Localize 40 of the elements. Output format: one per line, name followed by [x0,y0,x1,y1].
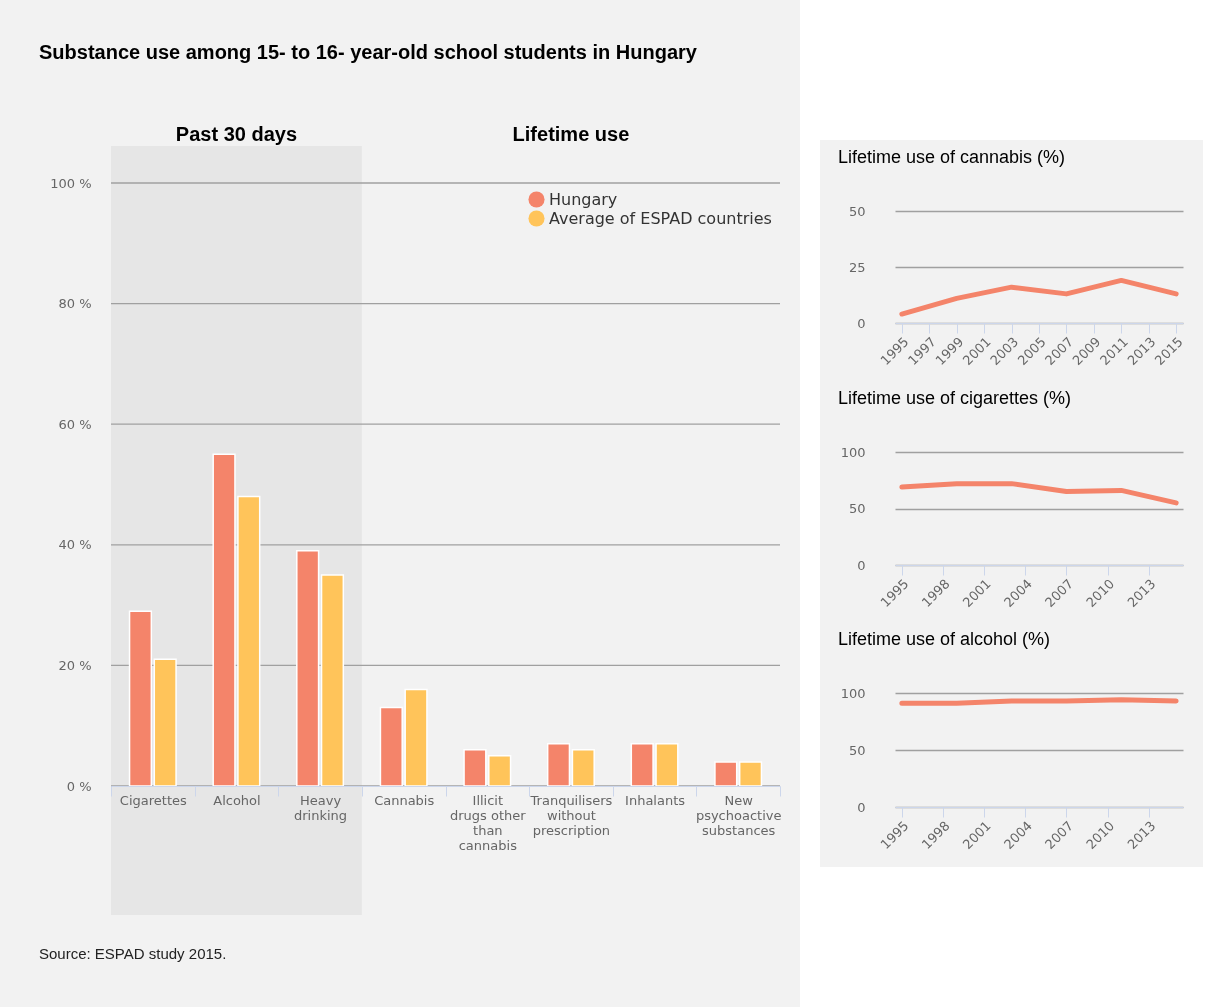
y-tick-label: 50 [848,742,866,758]
x-tick-label: Inhalants [625,792,686,808]
y-tick-label: 25 [848,259,866,275]
bar [714,761,738,787]
legend-label: Hungary [549,189,618,209]
x-tick-label: Cannabis [374,792,435,808]
chart-title: Lifetime use of alcohol (%) [838,629,1051,649]
y-tick-label: 20 % [58,657,92,673]
x-tick-label: Heavy drinking [294,792,348,823]
x-tick-label: Illicit drugs other than cannabis [449,792,527,853]
x-tick-label: Cigarettes [119,792,187,808]
y-tick-label: 100 [840,444,866,460]
x-tick-label: New psychoactive substances [695,792,782,838]
bar [128,610,153,787]
y-tick-label: 0 [857,557,866,573]
y-tick-label: 50 [848,501,866,516]
y-tick-label: 100 [840,685,866,701]
text: Lifetime use [512,123,630,145]
bar [738,761,763,787]
bar [546,743,571,787]
legend-label: Average of ESPAD countries [549,208,772,228]
bar [153,658,177,787]
y-tick-label: 100 % [50,175,92,191]
y-tick-label: 60 % [58,416,92,432]
y-tick-label: 0 % [66,778,92,794]
x-tick-label: Tranquilisers without prescription [529,792,613,838]
bar [571,749,595,787]
source-note: Source: ESPAD study 2015. [39,945,227,962]
chart-title: Substance use among 15- to 16- year-old school students in Hungary [39,41,698,63]
y-tick-label: 80 % [58,296,92,312]
x-tick-label: Alcohol [213,792,261,808]
y-tick-label: 0 [857,799,866,815]
bar [296,550,320,787]
y-tick-label: 40 % [58,537,92,553]
bar [320,574,345,787]
band-label: Past 30 days [175,123,298,145]
chart-title: Lifetime use of cigarettes (%) [838,388,1072,408]
y-tick-label: 50 [848,203,866,219]
y-tick-label: 0 [857,315,866,331]
chart-title: Lifetime use of cannabis (%) [838,147,1066,167]
